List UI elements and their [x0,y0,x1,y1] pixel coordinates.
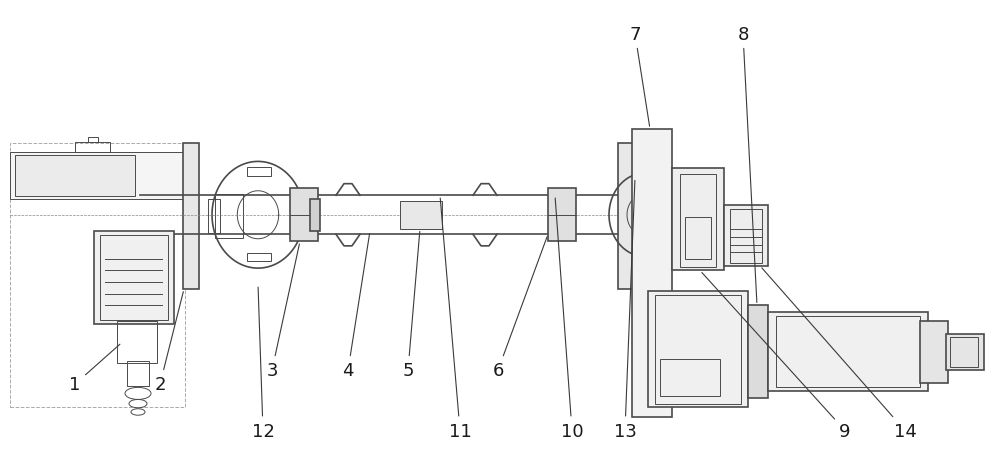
Text: 12: 12 [252,288,274,439]
Bar [15,156,135,197]
Bar [548,189,576,242]
Bar [632,130,672,417]
Text: 2: 2 [154,292,183,393]
Bar [920,322,948,383]
Text: 13: 13 [614,181,636,439]
Text: 3: 3 [266,244,299,379]
Bar [648,292,748,407]
Bar [655,295,741,404]
Text: 14: 14 [762,268,916,439]
Bar [247,253,271,262]
Text: 10: 10 [555,199,583,439]
Bar [183,144,199,289]
Bar [100,235,168,320]
Text: 9: 9 [702,273,851,439]
Bar [768,313,928,391]
Text: 4: 4 [342,234,370,379]
Bar [215,194,243,238]
Bar [10,153,185,199]
Bar [672,169,724,271]
Bar [310,199,320,232]
Bar [950,337,978,368]
Bar [94,232,174,324]
Bar [730,209,762,263]
Bar [618,144,634,289]
Bar [247,168,271,177]
Bar [946,334,984,370]
Bar [748,306,768,398]
Bar [680,175,716,267]
Bar [660,359,720,396]
Bar [117,322,157,363]
Bar [88,138,98,143]
Text: 7: 7 [629,26,650,127]
Text: 11: 11 [440,199,471,439]
Bar [776,316,920,388]
Text: 1: 1 [69,344,120,393]
Bar [634,179,656,186]
Bar [127,361,149,387]
Bar [208,199,220,234]
Text: 5: 5 [402,232,420,379]
Text: 6: 6 [492,238,547,379]
Bar [75,143,110,153]
Bar [685,218,711,259]
Bar [290,189,318,242]
Bar [400,201,442,229]
Bar [634,246,656,253]
Text: 8: 8 [737,26,757,303]
Bar [724,206,768,266]
Bar [10,144,185,407]
